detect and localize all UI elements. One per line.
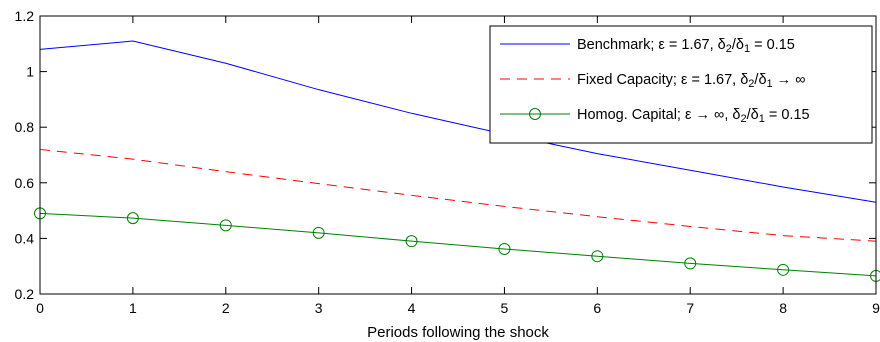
- data-point-marker: [312, 226, 325, 239]
- data-point-marker: [126, 212, 139, 225]
- legend-marker: [529, 108, 541, 120]
- series-0: [39, 40, 877, 203]
- series-line: [39, 40, 877, 203]
- legend-label: Benchmark; ε = 1.67, δ2/δ1 = 0.15: [577, 37, 795, 55]
- legend-text-part: Homog. Capital; ε → ∞, δ: [577, 107, 740, 123]
- data-point-marker: [777, 263, 790, 276]
- y-tick-label: 0.6: [15, 175, 35, 191]
- x-tick-label: 4: [408, 300, 416, 316]
- legend-label: Homog. Capital; ε → ∞, δ2/δ1 = 0.15: [577, 107, 810, 125]
- y-tick-label: 0.8: [15, 119, 35, 135]
- legend-label: Fixed Capacity; ε = 1.67, δ2/δ1 → ∞: [577, 72, 806, 90]
- x-tick-label: 6: [593, 300, 601, 316]
- series-layer: [34, 40, 880, 282]
- series-line: [39, 212, 877, 277]
- data-point-marker: [498, 242, 511, 255]
- x-tick-label: 5: [501, 300, 509, 316]
- legend-entry-0: Benchmark; ε = 1.67, δ2/δ1 = 0.15: [500, 37, 795, 55]
- series-1: [39, 148, 877, 242]
- legend-subscript: 2: [740, 113, 746, 125]
- legend-text-part: Benchmark; ε = 1.67, δ: [577, 37, 726, 53]
- series-2: [34, 207, 880, 282]
- y-tick-label: 0.2: [15, 286, 35, 302]
- legend-text-part: Fixed Capacity; ε = 1.67, δ: [577, 72, 748, 88]
- legend-text-part: /δ: [747, 107, 759, 123]
- y-tick-label: 1: [26, 64, 34, 80]
- x-tick-label: 7: [686, 300, 694, 316]
- legend-text-part: = 0.15: [750, 37, 795, 53]
- legend-text-part: /δ: [754, 72, 766, 88]
- legend-subscript: 1: [767, 78, 773, 90]
- legend-text-part: /δ: [732, 37, 744, 53]
- legend-subscript: 2: [726, 43, 732, 55]
- data-point-marker: [405, 235, 418, 248]
- x-tick-label: 8: [779, 300, 787, 316]
- y-tick-label: 1.2: [15, 8, 35, 24]
- legend-box: [489, 25, 873, 144]
- x-axis-label: Periods following the shock: [367, 324, 549, 341]
- legend-subscript: 2: [748, 78, 754, 90]
- x-tick-label: 1: [129, 300, 137, 316]
- legend-text-part: → ∞: [773, 72, 806, 88]
- axes-frame: [39, 15, 877, 295]
- data-point-marker: [591, 250, 604, 263]
- legend-subscript: 1: [759, 113, 765, 125]
- y-tick-label: 0.4: [15, 230, 35, 246]
- legend-text-part: = 0.15: [765, 107, 810, 123]
- series-line: [39, 148, 877, 242]
- x-tick-label: 3: [315, 300, 323, 316]
- x-tick-label: 9: [872, 300, 880, 316]
- legend-entry-2: Homog. Capital; ε → ∞, δ2/δ1 = 0.15: [500, 107, 810, 125]
- axes-layer: 0 1 2 3 4 5 6 7 8 90.20.40.60.811.2: [15, 8, 880, 316]
- x-tick-label: 2: [222, 300, 230, 316]
- legend-subscript: 1: [744, 43, 750, 55]
- x-tick-label: 0: [36, 300, 44, 316]
- data-point-marker: [684, 257, 697, 270]
- data-point-marker: [219, 219, 232, 232]
- legend-entry-1: Fixed Capacity; ε = 1.67, δ2/δ1 → ∞: [500, 72, 806, 90]
